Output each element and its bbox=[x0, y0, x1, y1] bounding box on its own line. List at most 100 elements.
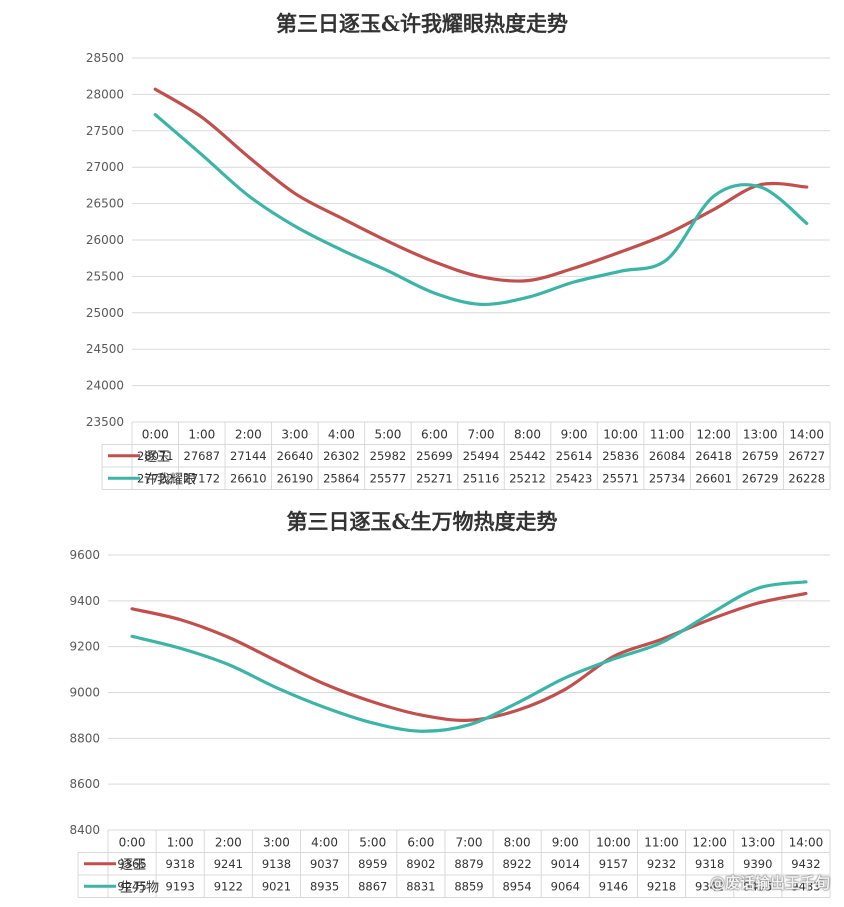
data-label: 9342 bbox=[695, 879, 724, 893]
data-label: 28071 bbox=[137, 449, 174, 463]
y-tick-label: 28000 bbox=[86, 87, 124, 101]
x-tick-label: 12:00 bbox=[692, 835, 727, 849]
data-label: 9245 bbox=[117, 879, 146, 893]
watermark: @废话输出王千旬 bbox=[709, 874, 830, 892]
chart-2-title: 第三日逐玉&生万物热度走势 bbox=[286, 509, 558, 534]
x-tick-label: 6:00 bbox=[421, 427, 448, 441]
x-tick-label: 10:00 bbox=[596, 835, 631, 849]
y-tick-label: 9400 bbox=[69, 594, 100, 608]
data-label: 25423 bbox=[556, 471, 593, 485]
y-tick-label: 25000 bbox=[86, 306, 124, 320]
data-label: 26640 bbox=[277, 449, 314, 463]
data-label: 9157 bbox=[599, 857, 628, 871]
y-tick-label: 24500 bbox=[86, 342, 124, 356]
data-label: 9146 bbox=[599, 879, 628, 893]
x-tick-label: 14:00 bbox=[789, 427, 824, 441]
data-label: 25734 bbox=[649, 471, 686, 485]
data-label: 25442 bbox=[509, 449, 546, 463]
data-label: 25494 bbox=[463, 449, 500, 463]
x-tick-label: 9:00 bbox=[561, 427, 588, 441]
data-label: 27144 bbox=[230, 449, 267, 463]
data-label: 9483 bbox=[791, 879, 820, 893]
data-label: 25614 bbox=[556, 449, 593, 463]
data-label: 25982 bbox=[370, 449, 407, 463]
x-tick-label: 1:00 bbox=[188, 427, 215, 441]
x-tick-label: 5:00 bbox=[374, 427, 401, 441]
x-tick-label: 13:00 bbox=[741, 835, 776, 849]
data-label: 8922 bbox=[502, 857, 531, 871]
data-label: 26418 bbox=[695, 449, 732, 463]
y-tick-label: 9600 bbox=[69, 548, 100, 562]
x-tick-label: 14:00 bbox=[789, 835, 824, 849]
data-label: 9390 bbox=[743, 857, 772, 871]
data-label: 9064 bbox=[551, 879, 580, 893]
y-tick-label: 27500 bbox=[86, 124, 124, 138]
data-label: 9218 bbox=[647, 879, 676, 893]
x-tick-label: 13:00 bbox=[743, 427, 778, 441]
data-label: 26601 bbox=[695, 471, 732, 485]
y-tick-label: 26500 bbox=[86, 197, 124, 211]
y-tick-label: 28500 bbox=[86, 51, 124, 65]
series-line-1 bbox=[130, 591, 808, 722]
data-label: 9014 bbox=[551, 857, 580, 871]
chart-2: 第三日逐玉&生万物热度走势 8400 8600 8800 9000 9200 9400 96… bbox=[0, 500, 844, 907]
x-tick-label: 11:00 bbox=[644, 835, 679, 849]
x-tick-label: 1:00 bbox=[167, 835, 194, 849]
x-tick-label: 2:00 bbox=[235, 427, 262, 441]
y-tick-label: 9000 bbox=[69, 686, 100, 700]
data-label: 9122 bbox=[214, 879, 243, 893]
x-tick-label: 11:00 bbox=[650, 427, 685, 441]
data-label: 9021 bbox=[262, 879, 291, 893]
legend-label-1: 逐玉 bbox=[120, 858, 146, 873]
y-tick-label: 8600 bbox=[69, 777, 100, 791]
data-label: 26302 bbox=[323, 449, 360, 463]
y-tick-label: 24000 bbox=[86, 379, 124, 393]
data-label: 8879 bbox=[454, 857, 483, 871]
data-label: 26084 bbox=[649, 449, 686, 463]
data-label: 9318 bbox=[166, 857, 195, 871]
data-label: 25836 bbox=[602, 449, 639, 463]
x-tick-label: 3:00 bbox=[281, 427, 308, 441]
x-tick-label: 7:00 bbox=[468, 427, 495, 441]
data-label: 8954 bbox=[502, 879, 531, 893]
data-label: 9455 bbox=[743, 879, 772, 893]
data-label: 27687 bbox=[184, 449, 221, 463]
x-tick-label: 0:00 bbox=[142, 427, 169, 441]
data-label: 8935 bbox=[310, 879, 339, 893]
data-label: 25116 bbox=[463, 471, 500, 485]
x-tick-label: 5:00 bbox=[359, 835, 386, 849]
data-label: 8902 bbox=[406, 857, 435, 871]
x-tick-label: 8:00 bbox=[504, 835, 531, 849]
data-label: 25212 bbox=[509, 471, 546, 485]
y-tick-label: 27000 bbox=[86, 160, 124, 174]
legend-label-2: 许我耀眼 bbox=[144, 472, 196, 487]
series-line-2 bbox=[130, 580, 808, 733]
data-label: 27722 bbox=[137, 471, 174, 485]
data-label: 9037 bbox=[310, 857, 339, 871]
data-label: 26228 bbox=[788, 471, 825, 485]
data-label: 9365 bbox=[117, 857, 146, 871]
y-tick-label: 8800 bbox=[69, 731, 100, 745]
data-label: 8831 bbox=[406, 879, 435, 893]
chart-2-plot: 8400 8600 8800 9000 9200 9400 9600 0:00 1:00 2:00… bbox=[69, 548, 831, 898]
y-tick-label: 26000 bbox=[86, 233, 124, 247]
y-tick-label: 9200 bbox=[69, 640, 100, 654]
data-label: 8867 bbox=[358, 879, 387, 893]
data-label: 26610 bbox=[230, 471, 267, 485]
data-label: 9232 bbox=[647, 857, 676, 871]
x-tick-label: 10:00 bbox=[603, 427, 638, 441]
data-label: 25571 bbox=[602, 471, 639, 485]
y-tick-label: 25500 bbox=[86, 269, 124, 283]
data-label: 26190 bbox=[277, 471, 314, 485]
data-label: 9193 bbox=[166, 879, 195, 893]
x-tick-label: 0:00 bbox=[119, 835, 146, 849]
data-label: 9241 bbox=[214, 857, 243, 871]
data-label: 26729 bbox=[742, 471, 779, 485]
data-label: 26727 bbox=[788, 449, 825, 463]
x-tick-label: 4:00 bbox=[328, 427, 355, 441]
chart-1-title: 第三日逐玉&许我耀眼热度走势 bbox=[276, 11, 568, 36]
x-tick-label: 2:00 bbox=[215, 835, 242, 849]
data-label: 9138 bbox=[262, 857, 291, 871]
x-tick-label: 4:00 bbox=[311, 835, 338, 849]
data-label: 27172 bbox=[184, 471, 221, 485]
